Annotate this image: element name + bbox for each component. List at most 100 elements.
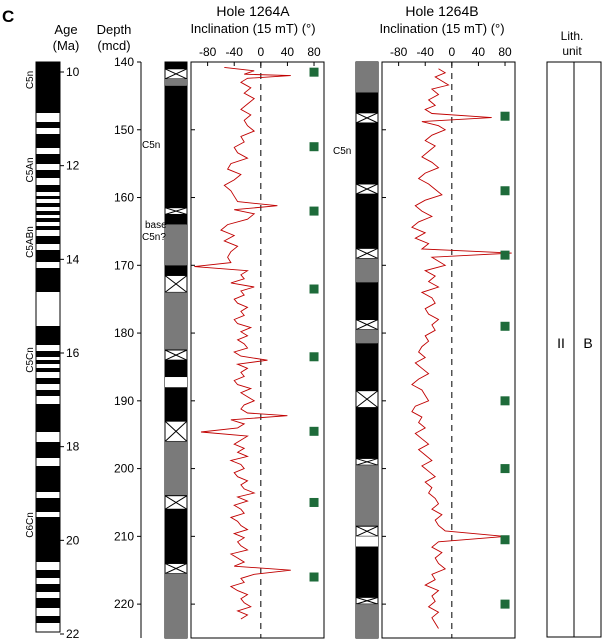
x-tick-label: 80 — [307, 45, 321, 59]
gap-cross — [164, 495, 188, 510]
hole-b-polarity-column — [355, 61, 379, 639]
depth-tick-label: 200 — [114, 462, 134, 476]
age-tick-label: 14 — [66, 252, 80, 266]
x-tick-label: -40 — [417, 45, 435, 59]
age-header: Age — [54, 22, 77, 37]
gpts-normal-band — [36, 598, 60, 608]
chron-label: C5Cn — [25, 347, 36, 373]
inclination-line — [411, 68, 512, 629]
hole-a-polarity-column — [164, 61, 188, 639]
x-tick-label: -80 — [199, 45, 217, 59]
reversed-band — [356, 465, 378, 527]
normal-band — [165, 85, 187, 208]
age-tick-label: 10 — [66, 65, 80, 79]
gpts-normal-band — [36, 442, 60, 458]
depth-tick-label: 180 — [114, 326, 134, 340]
gpts-normal-band — [36, 185, 60, 192]
gpts-normal-band — [36, 570, 60, 578]
gap-cross — [355, 247, 379, 259]
sample-marker — [309, 284, 319, 294]
lith-unit-label: unit — [562, 44, 582, 58]
normal-band — [356, 92, 378, 113]
gpts-normal-band — [36, 236, 60, 244]
gpts-normal-band — [36, 170, 60, 178]
depth-tick-label: 140 — [114, 55, 134, 69]
sample-marker — [500, 535, 510, 545]
hole-b-xlabel: Inclination (15 mT) (°) — [379, 21, 504, 36]
gap-cross — [355, 525, 379, 537]
x-tick-label: 40 — [281, 45, 295, 59]
gpts-normal-band — [36, 498, 60, 512]
sample-marker — [500, 464, 510, 474]
sample-marker — [500, 250, 510, 260]
normal-band — [356, 546, 378, 598]
hole-a-xlabel: Inclination (15 mT) (°) — [190, 21, 315, 36]
normal-band — [165, 360, 187, 378]
normal-band — [165, 62, 187, 69]
gpts-normal-band — [36, 616, 60, 623]
gpts-normal-band — [36, 196, 60, 199]
x-tick-label: 0 — [448, 45, 455, 59]
gap-cross — [355, 457, 379, 466]
gap-cross — [355, 596, 379, 605]
sample-marker — [309, 572, 319, 582]
hole-a-chron-label: C5n — [142, 140, 160, 151]
lith-subunit: B — [583, 335, 592, 351]
gpts-normal-band — [36, 203, 60, 207]
chron-label: C5An — [25, 157, 36, 182]
sample-marker — [500, 396, 510, 406]
gpts-normal-band — [36, 268, 60, 292]
normal-band — [356, 194, 378, 249]
gpts-normal-band — [36, 378, 60, 384]
gpts-normal-band — [36, 62, 60, 113]
age-unit-header: (Ma) — [53, 38, 80, 53]
depth-tick-label: 160 — [114, 191, 134, 205]
normal-band — [356, 282, 378, 320]
reversed-band — [356, 536, 378, 547]
depth-header: Depth — [97, 22, 132, 37]
chron-label: C5n — [25, 71, 36, 89]
gpts-normal-band — [36, 466, 60, 492]
hole-a-base-label-2: C5n? — [142, 232, 166, 243]
gpts-normal-band — [36, 154, 60, 164]
age-tick-label: 16 — [66, 346, 80, 360]
gap-cross — [355, 319, 379, 331]
normal-band — [356, 343, 378, 391]
hole-a-plot: -80 -40 0 40 80 — [190, 45, 325, 639]
hole-a-base-label: base — [145, 220, 167, 231]
sample-marker — [309, 426, 319, 436]
depth-unit-header: (mcd) — [97, 38, 130, 53]
gap-cross — [164, 420, 188, 442]
age-tick-label: 20 — [66, 533, 80, 547]
depth-tick-label: 170 — [114, 258, 134, 272]
sample-marker — [309, 497, 319, 507]
gpts-normal-band — [36, 390, 60, 396]
gpts-normal-band — [36, 368, 60, 372]
sample-marker — [500, 321, 510, 331]
normal-band — [356, 122, 378, 184]
depth-tick-label: 190 — [114, 394, 134, 408]
gpts-normal-band — [36, 360, 60, 364]
reversed-band — [356, 329, 378, 344]
sample-marker — [309, 142, 319, 152]
reversed-band — [356, 258, 378, 283]
reversed-band — [165, 78, 187, 86]
normal-band — [165, 214, 187, 225]
normal-band — [356, 407, 378, 459]
reversed-band — [165, 441, 187, 496]
gpts-normal-band — [36, 122, 60, 128]
gpts-column — [35, 61, 61, 633]
reversed-band — [165, 224, 187, 266]
panel-letter: C — [2, 7, 14, 26]
x-tick-label: 0 — [257, 45, 264, 59]
x-tick-label: 40 — [472, 45, 486, 59]
gpts-normal-band — [36, 404, 60, 432]
gpts-normal-band — [36, 517, 60, 562]
reversed-band — [165, 377, 187, 388]
gpts-normal-band — [36, 211, 60, 215]
gpts-normal-band — [36, 226, 60, 230]
gap-cross — [355, 390, 379, 408]
lithology-column: II B — [546, 61, 602, 638]
reversed-band — [356, 604, 378, 638]
gap-cross — [355, 183, 379, 195]
